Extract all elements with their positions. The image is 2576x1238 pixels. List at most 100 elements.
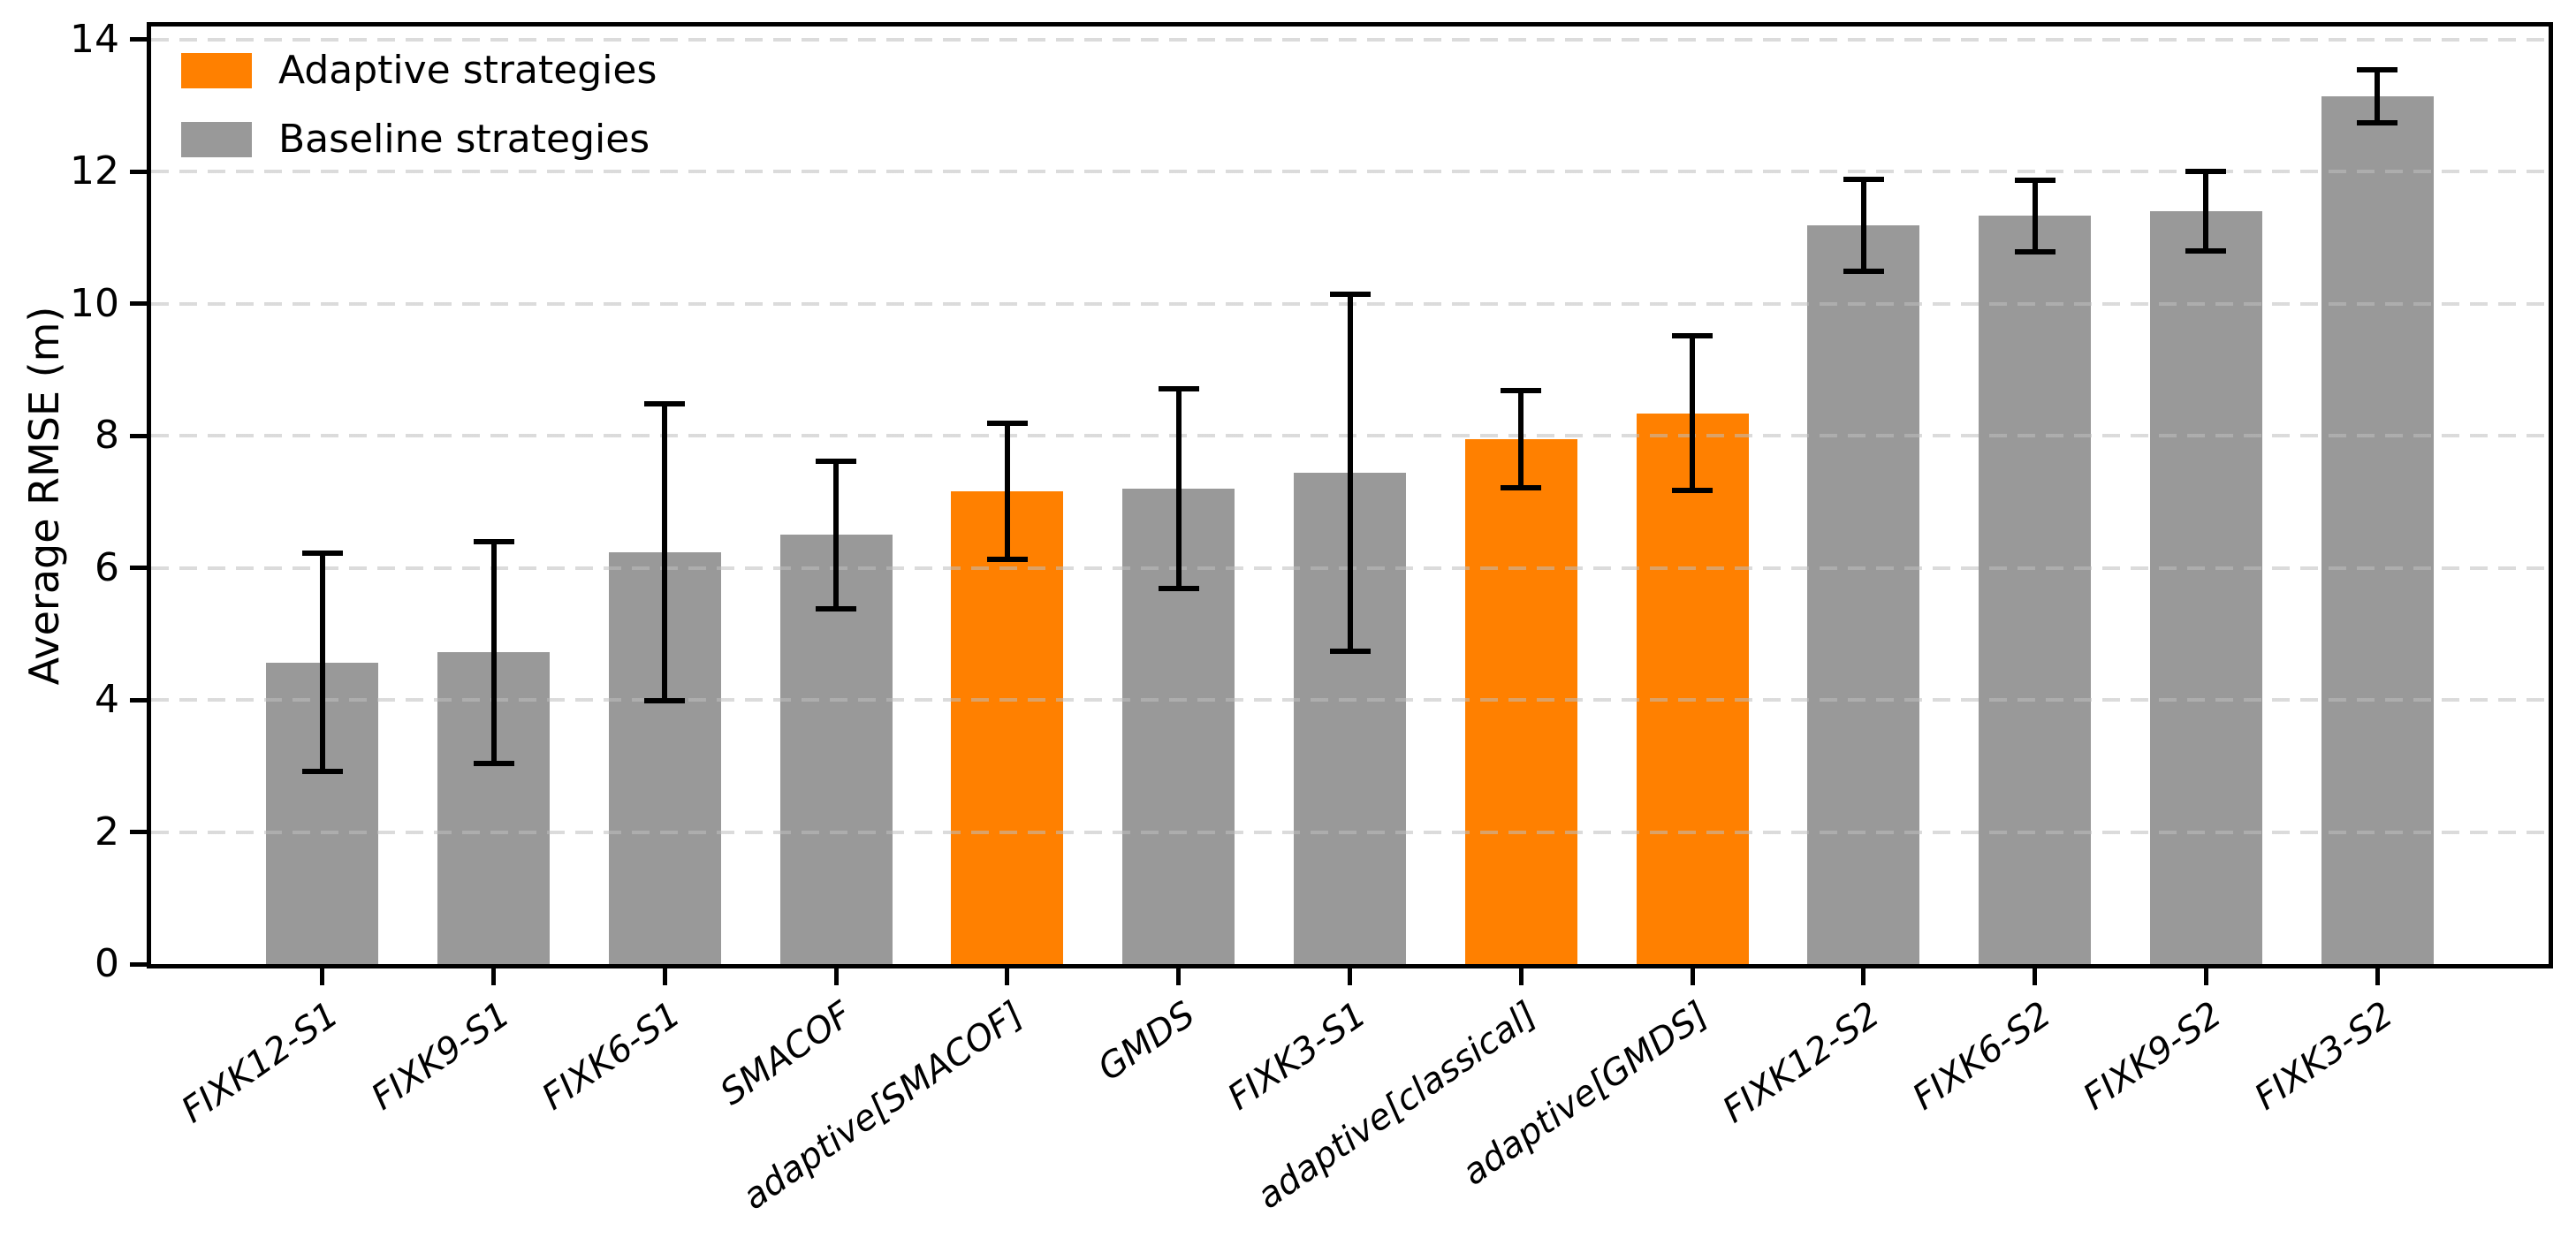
error-bar-cap-top-adaptive[SMACOF]: [986, 421, 1028, 427]
error-bar-cap-bottom-FIXK12-S2: [1843, 269, 1884, 275]
error-bar-cap-top-FIXK3-S1: [1329, 292, 1371, 298]
bar-FIXK3-S2: [2321, 96, 2434, 964]
y-tick-label-0: 0: [95, 941, 119, 986]
y-tick-2: [130, 830, 147, 835]
x-tick-FIXK3-S1: [1348, 968, 1352, 985]
error-bar-cap-bottom-FIXK3-S1: [1329, 648, 1371, 654]
y-axis-label: Average RMSE (m): [20, 306, 68, 685]
error-bar-line-adaptive[GMDS]: [1690, 336, 1696, 491]
y-tick-0: [130, 961, 147, 967]
x-tick-label-adaptive[classical]: adaptive[classical]: [1250, 994, 1545, 1218]
error-bar-line-FIXK3-S1: [1347, 294, 1353, 651]
legend-item-adaptive: Adaptive strategies: [181, 49, 657, 92]
error-bar-line-FIXK9-S1: [490, 541, 497, 763]
legend-swatch-baseline: [181, 122, 252, 157]
x-tick-adaptive[GMDS]: [1690, 968, 1695, 985]
y-tick-label-12: 12: [70, 148, 119, 194]
error-bar-cap-top-adaptive[GMDS]: [1672, 333, 1714, 339]
y-tick-14: [130, 37, 147, 42]
error-bar-cap-top-FIXK9-S1: [473, 538, 514, 544]
y-tick-label-8: 8: [95, 413, 119, 459]
error-bar-cap-bottom-adaptive[classical]: [1501, 484, 1542, 490]
y-tick-12: [130, 169, 147, 174]
y-tick-4: [130, 697, 147, 703]
bar-FIXK9-S2: [2149, 211, 2262, 964]
y-tick-8: [130, 433, 147, 438]
x-tick-label-FIXK3-S2: FIXK3-S2: [2247, 994, 2401, 1119]
error-bar-cap-top-FIXK12-S1: [301, 551, 343, 557]
y-tick-10: [130, 301, 147, 307]
error-bar-cap-top-FIXK6-S2: [2014, 178, 2055, 184]
x-tick-label-FIXK9-S1: FIXK9-S1: [363, 994, 517, 1119]
legend-label-baseline: Baseline strategies: [278, 117, 650, 162]
x-tick-FIXK9-S2: [2203, 968, 2208, 985]
error-bar-line-FIXK12-S2: [1860, 178, 1866, 272]
x-tick-label-FIXK12-S2: FIXK12-S2: [1715, 994, 1888, 1132]
y-tick-label-10: 10: [70, 280, 119, 326]
legend-swatch-adaptive: [181, 53, 252, 88]
x-tick-FIXK3-S2: [2375, 968, 2380, 985]
error-bar-cap-bottom-adaptive[SMACOF]: [986, 556, 1028, 562]
gridline-y-12: [151, 170, 2549, 174]
error-bar-cap-top-GMDS: [1158, 386, 1199, 392]
error-bar-line-GMDS: [1175, 389, 1182, 589]
error-bar-cap-top-FIXK12-S2: [1843, 176, 1884, 182]
bar-adaptive[SMACOF]: [951, 491, 1064, 964]
x-tick-GMDS: [1176, 968, 1182, 985]
error-bar-cap-top-SMACOF: [816, 458, 857, 464]
x-tick-FIXK12-S1: [320, 968, 325, 985]
x-tick-FIXK6-S2: [2033, 968, 2038, 985]
error-bar-line-FIXK9-S2: [2203, 171, 2209, 252]
x-tick-adaptive[classical]: [1518, 968, 1524, 985]
error-bar-line-adaptive[classical]: [1518, 391, 1524, 488]
error-bar-cap-bottom-FIXK6-S2: [2014, 248, 2055, 254]
error-bar-cap-bottom-adaptive[GMDS]: [1672, 488, 1714, 494]
x-tick-label-FIXK6-S1: FIXK6-S1: [535, 994, 688, 1119]
x-tick-SMACOF: [833, 968, 839, 985]
error-bar-cap-bottom-FIXK9-S1: [473, 760, 514, 766]
error-bar-cap-bottom-GMDS: [1158, 585, 1199, 591]
x-tick-FIXK6-S1: [662, 968, 667, 985]
legend: Adaptive strategies Baseline strategies: [181, 49, 657, 161]
error-bar-cap-bottom-SMACOF: [816, 606, 857, 611]
error-bar-line-FIXK6-S2: [2032, 180, 2038, 252]
error-bar-cap-bottom-FIXK6-S1: [644, 697, 686, 703]
x-tick-FIXK12-S2: [1861, 968, 1866, 985]
error-bar-cap-bottom-FIXK3-S2: [2357, 120, 2398, 126]
error-bar-line-adaptive[SMACOF]: [1004, 423, 1010, 559]
error-bar-cap-bottom-FIXK12-S1: [301, 768, 343, 774]
gridline-y-14: [151, 37, 2549, 42]
error-bar-line-SMACOF: [833, 460, 840, 609]
y-tick-label-4: 4: [95, 677, 119, 723]
bar-FIXK12-S2: [1807, 224, 1920, 964]
x-tick-label-FIXK12-S1: FIXK12-S1: [174, 994, 346, 1132]
bar-adaptive[GMDS]: [1636, 413, 1749, 964]
error-bar-line-FIXK6-S1: [662, 403, 668, 701]
error-bar-cap-top-FIXK6-S1: [644, 400, 686, 406]
gridline-y-2: [151, 830, 2549, 834]
legend-item-baseline: Baseline strategies: [181, 118, 657, 161]
x-tick-FIXK9-S1: [491, 968, 497, 985]
x-tick-label-adaptive[SMACOF]: adaptive[SMACOF]: [735, 994, 1031, 1219]
error-bar-cap-top-adaptive[classical]: [1501, 388, 1542, 394]
error-bar-cap-top-FIXK9-S2: [2185, 169, 2227, 175]
bar-FIXK6-S2: [1979, 216, 2092, 964]
x-tick-adaptive[SMACOF]: [1005, 968, 1010, 985]
error-bar-cap-top-FIXK3-S2: [2357, 67, 2398, 73]
x-tick-label-FIXK3-S1: FIXK3-S1: [1220, 994, 1373, 1119]
error-bar-line-FIXK3-S2: [2375, 70, 2381, 124]
plot-area: Average RMSE (m) Adaptive strategies Bas…: [20, 17, 2553, 1218]
x-tick-label-FIXK6-S2: FIXK6-S2: [1904, 994, 2059, 1119]
y-tick-6: [130, 566, 147, 571]
x-tick-label-FIXK9-S2: FIXK9-S2: [2076, 994, 2230, 1119]
y-tick-label-14: 14: [70, 16, 119, 62]
x-tick-label-GMDS: GMDS: [1090, 994, 1203, 1090]
error-bar-line-FIXK12-S1: [319, 553, 325, 771]
y-tick-label-6: 6: [95, 544, 119, 590]
y-tick-label-2: 2: [95, 809, 119, 854]
gridline-y-4: [151, 698, 2549, 703]
error-bar-cap-bottom-FIXK9-S2: [2185, 248, 2227, 254]
legend-label-adaptive: Adaptive strategies: [278, 48, 657, 93]
x-tick-label-SMACOF: SMACOF: [713, 994, 860, 1114]
